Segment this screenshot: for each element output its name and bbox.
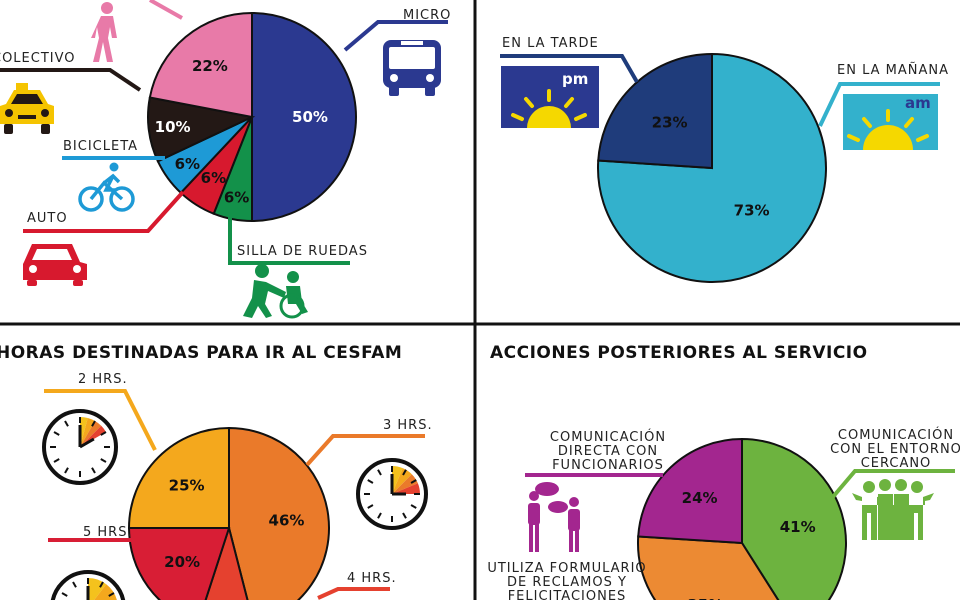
leader-colectivo bbox=[0, 68, 142, 92]
label-micro: MICRO bbox=[403, 8, 451, 23]
pie-value-label-en-la-manana: 73% bbox=[734, 201, 770, 219]
label-2hrs: 2 HRS. bbox=[78, 372, 128, 387]
leader-silla bbox=[228, 212, 350, 265]
label-formulario-3: FELICITACIONES bbox=[508, 589, 627, 600]
car-icon bbox=[23, 244, 87, 286]
label-formulario-2: DE RECLAMOS Y bbox=[507, 575, 627, 590]
label-3hrs: 3 HRS. bbox=[383, 418, 433, 433]
pie-slice-micro bbox=[251, 11, 357, 223]
label-4hrs: 4 HRS. bbox=[347, 571, 397, 586]
transport-panel: 50%6%6%6%10%22% MICRO COLECTIVO BICICLET… bbox=[0, 0, 451, 319]
label-formulario-1: UTILIZA FORMULARIO bbox=[487, 561, 646, 576]
label-funcionarios-2: DIRECTA CON bbox=[558, 444, 658, 459]
label-entorno-2: CON EL ENTORNO bbox=[830, 442, 960, 457]
bus-icon bbox=[383, 40, 441, 96]
pm-sun-icon: pm bbox=[501, 66, 599, 128]
label-en-la-tarde: EN LA TARDE bbox=[502, 36, 599, 51]
clock-icon-3hrs bbox=[356, 458, 428, 530]
hours-title: HORAS DESTINADAS PARA IR AL CESFAM bbox=[0, 343, 402, 363]
pie-value-label-colectivo: 10% bbox=[155, 118, 191, 136]
leader-walk bbox=[149, 0, 183, 20]
pie-value-label-comunicacion-con-el-entorno-cercano: 41% bbox=[780, 518, 816, 536]
pie-value-label-3-hrs: 46% bbox=[269, 512, 305, 530]
leader-auto bbox=[23, 190, 185, 233]
leader-micro bbox=[343, 20, 448, 52]
label-bicicleta: BICICLETA bbox=[63, 139, 138, 154]
pie-value-label-micro: 50% bbox=[292, 108, 328, 126]
hours-pie: 46% 20% 25% bbox=[127, 426, 331, 600]
pie-value-label-bicicleta: 6% bbox=[175, 155, 200, 173]
pie-value-label-utiliza-formulario-de-reclamos-y-felicitaciones: 35% bbox=[687, 596, 723, 600]
leader-manana bbox=[818, 82, 940, 127]
label-auto: AUTO bbox=[27, 211, 68, 226]
label-entorno-3: CERCANO bbox=[861, 456, 932, 471]
pie-slice-3-hrs bbox=[228, 426, 331, 600]
pie-slice-4-hrs bbox=[204, 524, 249, 600]
actions-pie: 41% 35% 24% bbox=[637, 437, 847, 600]
clock-icon-5hrs bbox=[50, 570, 126, 600]
taxi-icon bbox=[0, 83, 54, 134]
leader-3hrs bbox=[305, 434, 425, 467]
pie-slice-en-la-manana bbox=[597, 52, 827, 283]
label-funcionarios-3: FUNCIONARIOS bbox=[552, 458, 664, 473]
am-sun-icon: am bbox=[843, 94, 938, 150]
transport-pie: 50%6%6%6%10%22% bbox=[147, 11, 357, 223]
pie-value-label-silla-de-ruedas: 6% bbox=[224, 189, 249, 207]
pie-value-label-5-hrs: 20% bbox=[164, 553, 200, 571]
label-funcionarios-1: COMUNICACIÓN bbox=[550, 429, 666, 445]
pie-value-label-caminando: 22% bbox=[192, 57, 228, 75]
pie-value-label-auto: 6% bbox=[201, 169, 226, 187]
pm-text: pm bbox=[562, 70, 588, 88]
leader-entorno bbox=[830, 469, 955, 500]
label-colectivo: COLECTIVO bbox=[0, 51, 76, 66]
timeofday-panel: 73% 23% EN LA TARDE EN LA MAÑANA pm bbox=[500, 36, 949, 283]
label-5hrs: 5 HRS. bbox=[83, 525, 133, 540]
leader-4hrs bbox=[317, 587, 390, 600]
label-entorno-1: COMUNICACIÓN bbox=[838, 427, 954, 443]
actions-panel: ACCIONES POSTERIORES AL SERVICIO 41% 35% 2… bbox=[487, 343, 960, 600]
label-en-la-manana: EN LA MAÑANA bbox=[837, 62, 949, 78]
wheelchair-icon bbox=[243, 264, 308, 319]
timeofday-pie: 73% 23% bbox=[597, 52, 827, 283]
am-text: am bbox=[905, 94, 931, 112]
bicycle-icon bbox=[78, 162, 135, 212]
pie-slice-en-la-tarde bbox=[597, 52, 713, 170]
pie-value-label-comunicacion-directa-con-funcionarios: 24% bbox=[682, 489, 718, 507]
leader-tarde bbox=[500, 54, 639, 83]
pie-value-label-2-hrs: 25% bbox=[169, 477, 205, 495]
label-silla: SILLA DE RUEDAS bbox=[237, 244, 368, 259]
people-talking-icon bbox=[528, 482, 580, 552]
clock-icon-2hrs bbox=[42, 409, 118, 485]
leader-2hrs bbox=[44, 389, 157, 451]
pie-slice-caminando bbox=[148, 11, 253, 119]
hours-panel: HORAS DESTINADAS PARA IR AL CESFAM 46% 20… bbox=[0, 343, 433, 600]
pie-slice-2-hrs bbox=[127, 426, 230, 529]
pie-slice-comunicacion-directa-con-funcionarios bbox=[637, 437, 743, 545]
pedestrian-icon bbox=[91, 2, 117, 62]
pie-slice-utiliza-formulario-de-reclamos-y-felicitaciones bbox=[637, 535, 780, 600]
pie-value-label-en-la-tarde: 23% bbox=[652, 114, 688, 132]
clock-icons bbox=[42, 409, 428, 600]
actions-title: ACCIONES POSTERIORES AL SERVICIO bbox=[490, 343, 868, 363]
group-people-icon bbox=[852, 479, 934, 540]
pie-slice-comunicacion-con-el-entorno-cercano bbox=[741, 437, 847, 600]
